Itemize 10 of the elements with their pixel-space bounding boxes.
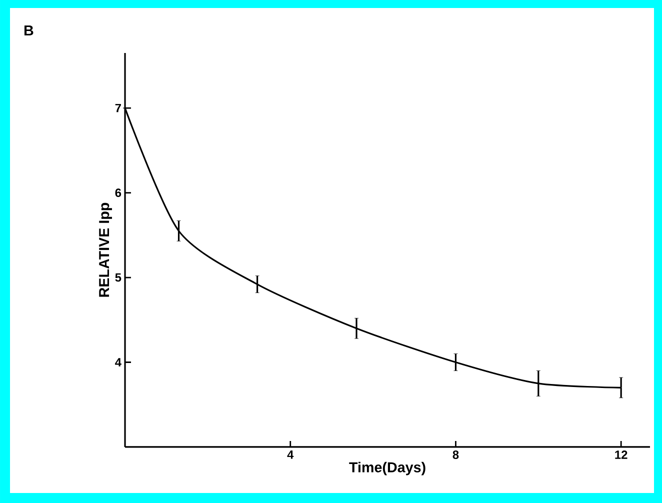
- x-axis-title: Time(Days): [349, 462, 426, 476]
- y-tick-label: 6: [115, 188, 122, 198]
- x-tick-label: 8: [452, 450, 459, 459]
- y-tick-label: 5: [115, 273, 122, 282]
- x-tick-label: 4: [287, 450, 294, 459]
- y-tick-label: 7: [115, 104, 121, 112]
- y-axis-title: RELATIVE Ipp: [99, 202, 112, 297]
- chart-title: B: [24, 26, 34, 36]
- y-tick-label: 4: [115, 358, 122, 366]
- x-tick-label: 12: [615, 450, 628, 459]
